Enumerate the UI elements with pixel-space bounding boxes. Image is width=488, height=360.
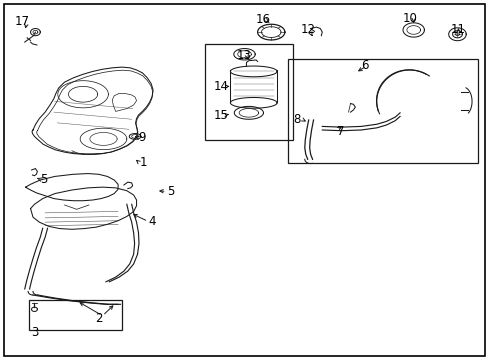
Bar — [29, 300, 122, 330]
Text: 1: 1 — [140, 156, 147, 169]
Text: 3: 3 — [31, 327, 38, 339]
Text: 7: 7 — [336, 125, 344, 138]
Bar — [204, 44, 292, 140]
Text: 5: 5 — [41, 173, 48, 186]
Text: 6: 6 — [361, 59, 368, 72]
Text: 8: 8 — [293, 113, 300, 126]
Text: 2: 2 — [95, 312, 102, 325]
Text: 5: 5 — [166, 185, 174, 198]
Text: 17: 17 — [14, 15, 29, 28]
Text: 16: 16 — [255, 13, 270, 26]
Text: 10: 10 — [402, 12, 416, 25]
Text: 14: 14 — [213, 80, 228, 93]
Text: 4: 4 — [148, 215, 156, 228]
Bar — [287, 59, 477, 163]
Text: 13: 13 — [237, 49, 251, 62]
Text: 11: 11 — [450, 23, 465, 36]
Text: 12: 12 — [300, 23, 315, 36]
Text: 15: 15 — [213, 109, 228, 122]
Text: 9: 9 — [139, 131, 146, 144]
